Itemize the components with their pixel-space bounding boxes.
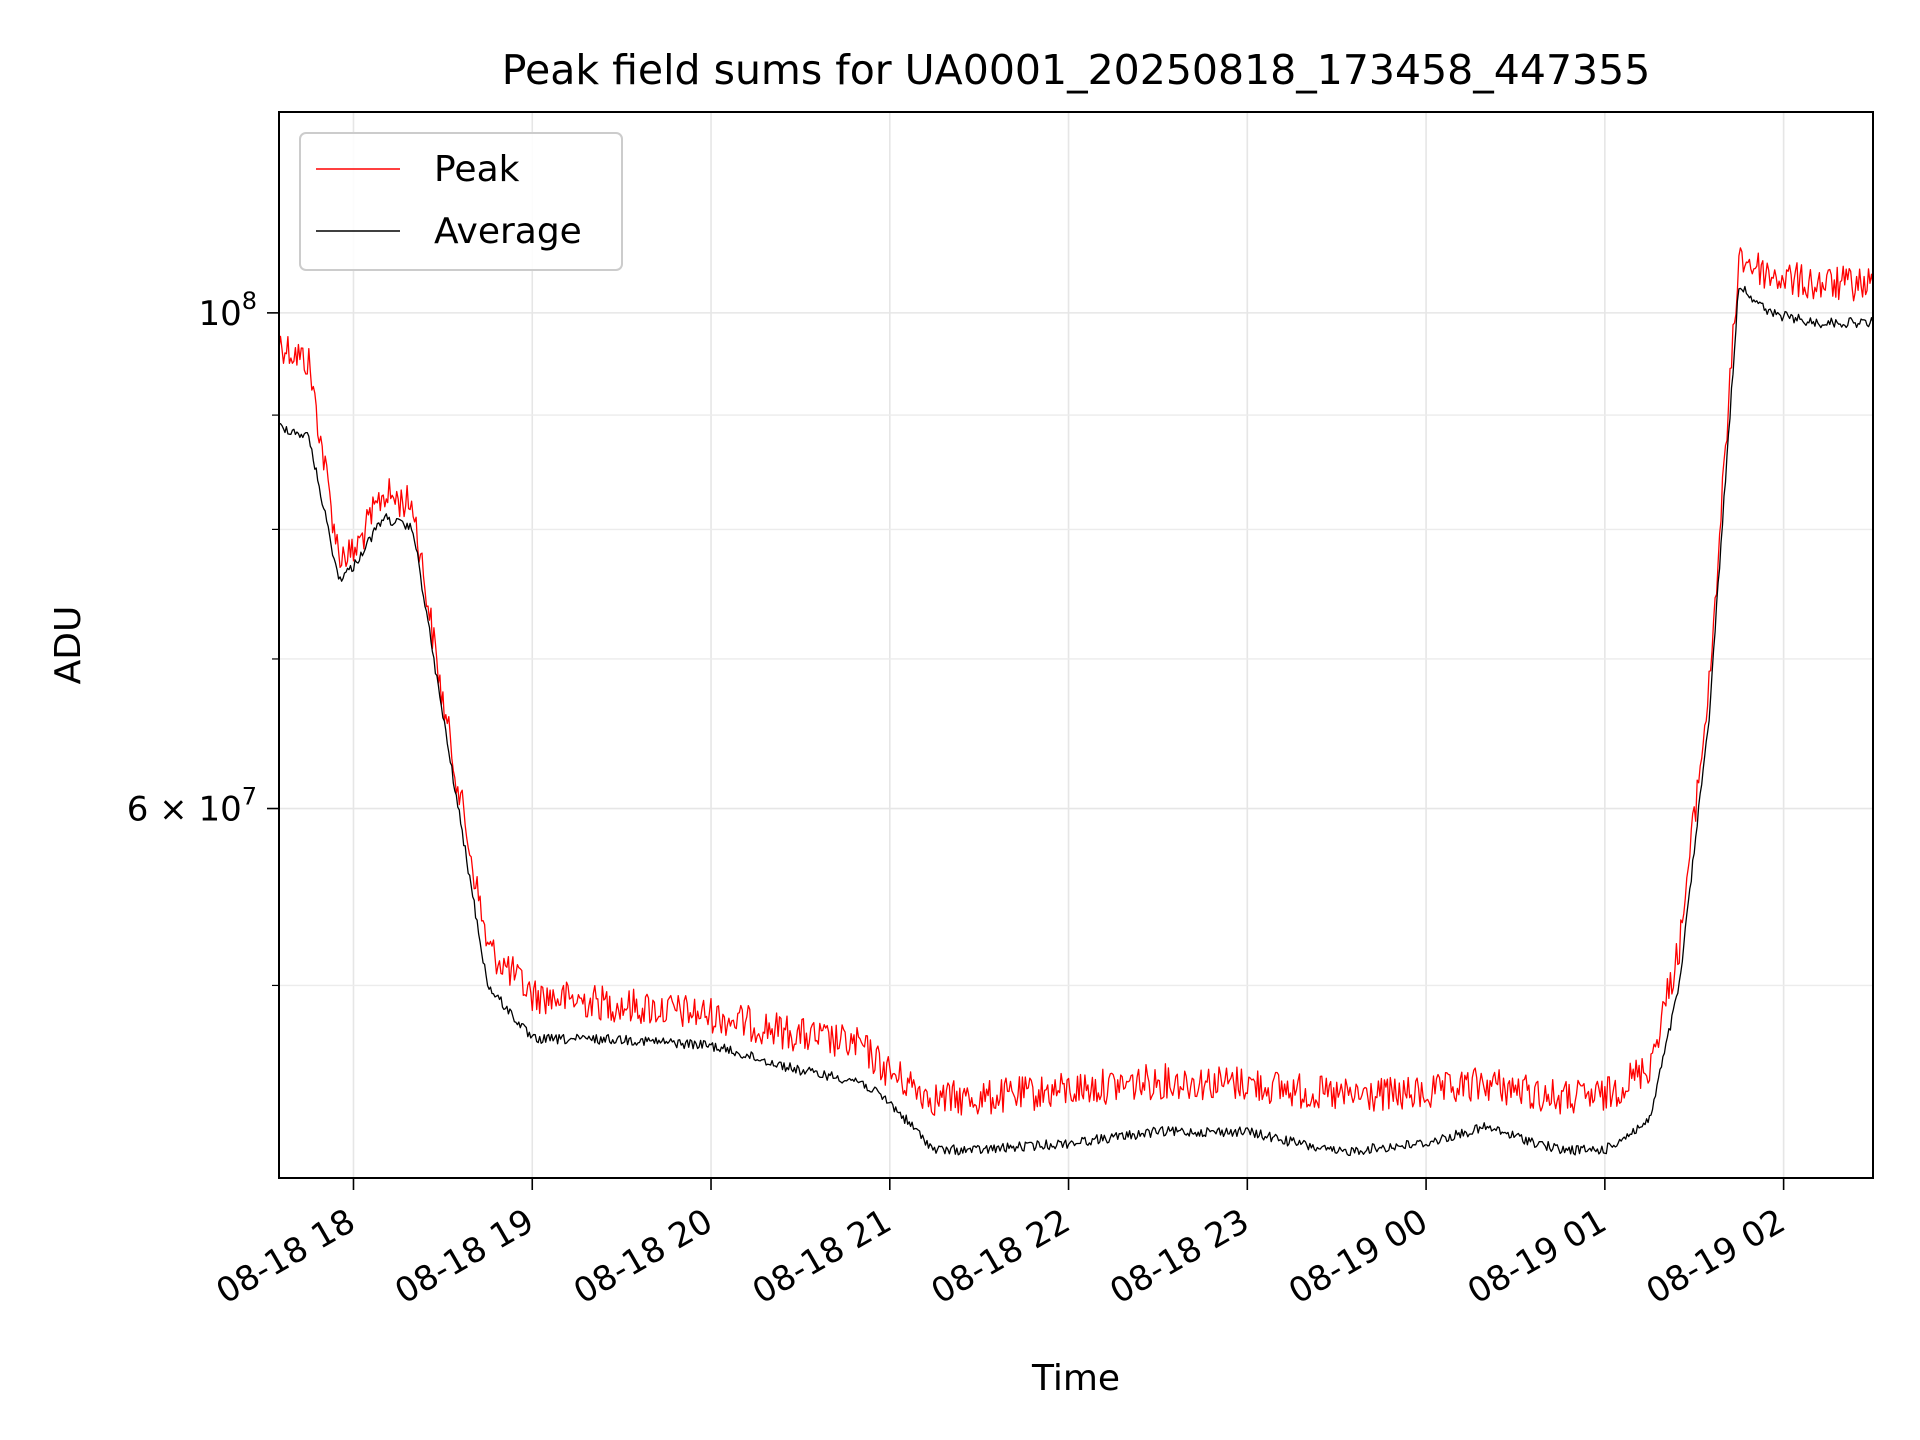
y-axis-label: ADU bbox=[48, 606, 89, 685]
series-line-average bbox=[279, 285, 1873, 1157]
grid bbox=[279, 112, 1873, 1178]
series-line-peak bbox=[279, 247, 1873, 1116]
y-tick-label: 108 bbox=[198, 287, 257, 334]
legend-box bbox=[299, 132, 623, 271]
plot-area-frame bbox=[278, 111, 1874, 1179]
x-axis-label: Time bbox=[1031, 1358, 1120, 1399]
y-tick-label: 6 × 107 bbox=[127, 783, 257, 830]
legend-label-peak: Peak bbox=[434, 149, 520, 190]
y-axis-ticks: 108 6 × 107 bbox=[127, 287, 279, 987]
series-layer bbox=[279, 247, 1873, 1157]
chart-title: Peak field sums for UA0001_20250818_1734… bbox=[502, 46, 1651, 94]
legend-label-average: Average bbox=[434, 211, 582, 252]
legend: Peak Average bbox=[299, 132, 623, 271]
